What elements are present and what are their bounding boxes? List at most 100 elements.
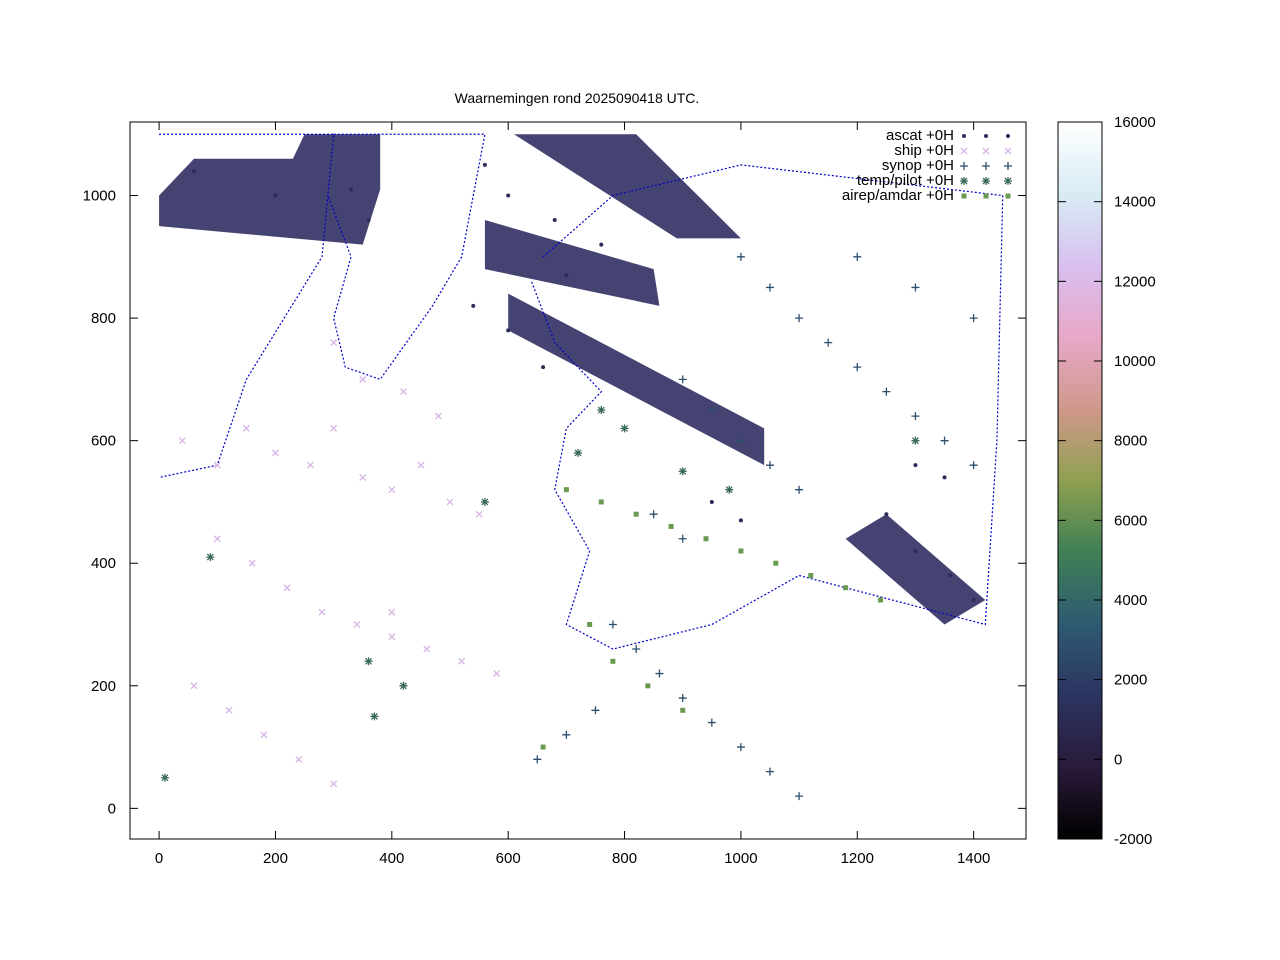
- temp-pilot-point: [911, 436, 920, 445]
- temp-pilot-point: [678, 467, 687, 476]
- airep-amdar-point: [738, 548, 744, 554]
- airep-amdar-point: [540, 744, 546, 750]
- ascat-point: [192, 169, 196, 174]
- ship-point: [318, 608, 326, 616]
- synop-point: [960, 162, 968, 170]
- airep-amdar-point: [961, 193, 967, 199]
- temp-pilot-point: [725, 485, 734, 494]
- x-tick-label: 1000: [724, 850, 757, 867]
- colorbar-tick-label: 4000: [1114, 592, 1147, 609]
- synop-point: [736, 436, 745, 445]
- colorbar-axis: -2000 0 2000 4000 6000 8000 10000 12000 14000 160…: [1058, 114, 1156, 848]
- x-tick-label: 1400: [957, 850, 990, 867]
- ascat-point: [962, 134, 966, 138]
- colorbar-tick-label: 10000: [1114, 353, 1156, 370]
- ascat-point: [506, 193, 511, 198]
- axes: 0 200 400 600 800 1000 1200 1400 0 200 400 600 800 10…: [83, 122, 1026, 867]
- airep-amdar-point: [633, 511, 639, 517]
- synop-point: [608, 620, 617, 629]
- data-points: [160, 162, 978, 801]
- temp-pilot-point: [960, 177, 968, 185]
- map-background: [158, 133, 1004, 650]
- synop-point: [795, 485, 804, 494]
- x-tick-label: 200: [263, 850, 288, 867]
- airep-amdar-point: [680, 707, 686, 713]
- coastline: [158, 133, 335, 479]
- ship-point: [225, 706, 233, 714]
- airep-amdar-point: [843, 585, 849, 591]
- ship-point: [178, 437, 186, 445]
- temp-pilot-point: [1004, 177, 1012, 185]
- airep-amdar-point: [983, 193, 989, 199]
- ship-point: [242, 424, 250, 432]
- y-tick-label: 1000: [83, 188, 116, 205]
- ascat-swath: [508, 293, 765, 466]
- synop-point: [736, 252, 745, 261]
- synop-point: [853, 252, 862, 261]
- temp-pilot-point: [160, 773, 169, 782]
- ship-point: [330, 780, 338, 788]
- ship-point: [248, 559, 256, 567]
- ship-point: [493, 670, 501, 678]
- ship-point: [213, 461, 221, 469]
- legend-entry-label: temp/pilot +0H: [857, 172, 954, 189]
- ascat-point: [541, 365, 546, 370]
- colorbar-tick-label: 6000: [1114, 512, 1147, 529]
- ship-point: [423, 645, 431, 653]
- synop-point: [766, 767, 774, 776]
- synop-point: [969, 461, 978, 470]
- coastline: [530, 164, 1004, 650]
- temp-pilot-point: [574, 448, 582, 457]
- ship-point: [330, 339, 338, 347]
- ascat-point: [913, 548, 918, 553]
- synop-point: [649, 510, 658, 519]
- ascat-point: [349, 187, 354, 192]
- synop-point: [882, 387, 891, 396]
- ascat-swath: [514, 134, 741, 239]
- synop-point: [795, 792, 804, 801]
- ascat-swath: [159, 134, 381, 245]
- temp-pilot-point: [364, 657, 373, 666]
- ship-point: [388, 633, 396, 641]
- colorbar-tick-label: -2000: [1114, 831, 1152, 848]
- ascat-point: [971, 598, 976, 602]
- airep-amdar-point: [587, 622, 593, 628]
- temp-pilot-point: [982, 177, 990, 185]
- airep-amdar-point: [668, 523, 674, 529]
- ascat-point: [506, 328, 511, 333]
- y-tick-label: 400: [91, 555, 116, 572]
- ship-point: [417, 461, 425, 469]
- ship-point: [306, 461, 314, 469]
- airep-amdar-point: [1005, 193, 1011, 199]
- ship-point: [260, 731, 268, 739]
- synop-point: [969, 314, 978, 323]
- ship-point: [388, 608, 396, 616]
- airep-amdar-point: [773, 560, 779, 566]
- ascat-point: [913, 463, 918, 468]
- ship-point: [359, 375, 367, 383]
- y-tick-label: 0: [108, 800, 116, 817]
- ascat-point: [1006, 134, 1010, 138]
- ship-point: [295, 755, 303, 763]
- ship-point: [982, 147, 990, 155]
- ascat-point: [366, 218, 371, 223]
- synop-point: [736, 743, 745, 752]
- synop-point: [678, 694, 687, 703]
- synop-point: [591, 706, 600, 715]
- ship-point: [271, 449, 279, 457]
- synop-point: [1004, 162, 1012, 170]
- synop-point: [795, 314, 804, 323]
- synop-point: [766, 461, 774, 470]
- airep-amdar-point: [598, 499, 604, 505]
- airep-amdar-point: [703, 536, 709, 542]
- ship-point: [458, 657, 466, 665]
- legend-entry-label: airep/amdar +0H: [842, 187, 954, 204]
- x-tick-label: 400: [379, 850, 404, 867]
- synop-point: [824, 338, 833, 347]
- synop-point: [707, 406, 716, 415]
- x-tick-label: 800: [612, 850, 637, 867]
- synop-point: [911, 412, 920, 421]
- temp-pilot-point: [620, 424, 629, 433]
- colorbar-tick-label: 0: [1114, 751, 1122, 768]
- ascat-point: [552, 218, 557, 223]
